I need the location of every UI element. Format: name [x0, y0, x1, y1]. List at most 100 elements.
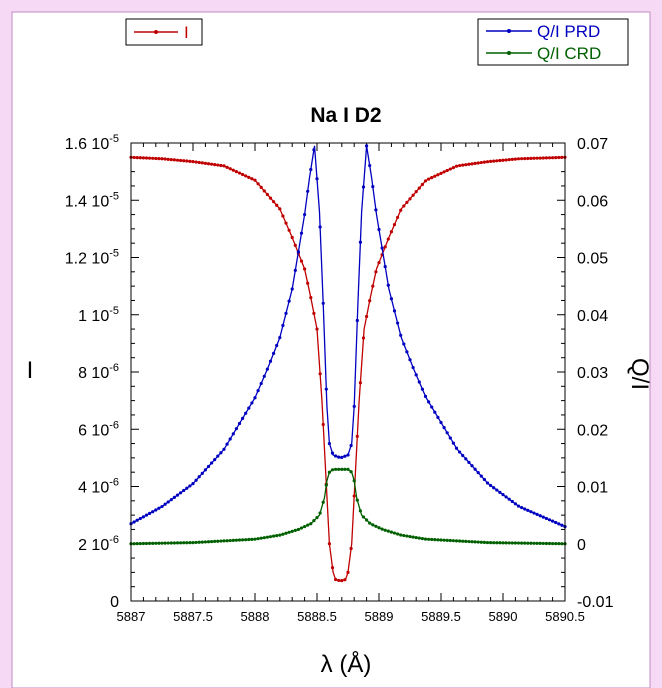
series-marker-i	[489, 159, 493, 163]
series-marker-q-i-crd	[160, 541, 164, 545]
series-marker-i	[175, 158, 180, 162]
series-marker-i	[151, 156, 155, 160]
series-marker-i	[169, 158, 173, 162]
series-marker-q-i-crd	[414, 535, 418, 540]
series-marker-q-i-prd	[377, 227, 381, 232]
series-marker-q-i-prd	[489, 483, 493, 488]
series-marker-q-i-crd	[321, 500, 325, 504]
series-marker-q-i-crd	[448, 538, 452, 543]
series-marker-q-i-prd	[154, 508, 158, 512]
series-marker-q-i-crd	[334, 467, 338, 471]
series-marker-i	[399, 208, 403, 212]
series-marker-q-i-prd	[396, 321, 400, 325]
series-marker-i	[560, 155, 564, 160]
series-marker-i	[470, 162, 474, 166]
series-marker-i	[299, 259, 304, 263]
x-tick-label: 5888.5	[297, 609, 337, 624]
series-marker-i	[222, 164, 226, 168]
series-marker-q-i-prd	[433, 410, 437, 414]
series-marker-q-i-crd	[343, 467, 347, 471]
series-marker-i	[206, 162, 211, 166]
series-marker-q-i-crd	[402, 533, 406, 538]
series-marker-q-i-prd	[371, 185, 375, 189]
series-marker-q-i-prd	[560, 523, 564, 527]
series-marker-i	[482, 160, 486, 164]
series-marker-q-i-crd	[442, 538, 446, 542]
series-marker-i	[414, 190, 418, 194]
series-marker-q-i-crd	[346, 467, 350, 471]
series-marker-q-i-crd	[210, 539, 214, 544]
series-marker-q-i-crd	[172, 541, 176, 545]
series-marker-i	[420, 182, 424, 187]
series-marker-q-i-crd	[532, 541, 536, 545]
y-right-tick-label: 0.06	[577, 193, 608, 210]
series-marker-i	[501, 158, 505, 162]
series-marker-i	[213, 163, 217, 167]
series-marker-i	[188, 159, 192, 163]
series-marker-i	[247, 175, 251, 179]
series-marker-q-i-prd	[352, 404, 356, 408]
series-marker-q-i-prd	[408, 358, 412, 362]
series-marker-i	[197, 160, 201, 165]
series-marker-i	[337, 578, 341, 583]
series-marker-i	[507, 158, 511, 162]
series-marker-i	[154, 156, 158, 161]
series-marker-q-i-prd	[216, 454, 220, 458]
series-marker-i	[423, 179, 428, 183]
series-marker-i	[554, 156, 558, 160]
series-marker-q-i-crd	[188, 541, 192, 545]
series-marker-q-i-prd	[172, 495, 176, 499]
series-marker-q-i-prd	[213, 457, 217, 462]
x-tick-label: 5890.5	[545, 609, 585, 624]
series-marker-q-i-prd	[442, 426, 446, 430]
series-marker-q-i-prd	[237, 421, 242, 426]
series-marker-i	[529, 156, 533, 160]
y-left-tick-label: 6 10-6	[78, 419, 119, 439]
series-marker-i	[185, 159, 189, 163]
series-marker-q-i-crd	[510, 541, 514, 545]
series-marker-i	[461, 163, 465, 167]
series-marker-q-i-prd	[327, 441, 331, 446]
series-marker-q-i-prd	[228, 437, 232, 441]
series-marker-q-i-crd	[284, 531, 288, 535]
y-left-tick-label: 8 10-6	[78, 362, 119, 382]
series-marker-q-i-crd	[318, 511, 322, 515]
series-marker-i	[396, 215, 400, 220]
series-marker-q-i-prd	[268, 359, 273, 363]
series-marker-q-i-crd	[157, 541, 161, 545]
series-marker-q-i-crd	[551, 541, 555, 546]
series-marker-i	[241, 172, 245, 177]
series-marker-q-i-crd	[389, 530, 393, 534]
series-marker-q-i-prd	[520, 506, 524, 510]
series-marker-q-i-crd	[272, 534, 276, 538]
series-marker-q-i-crd	[458, 539, 462, 543]
series-marker-i	[141, 156, 145, 160]
series-marker-i	[321, 422, 325, 427]
series-marker-q-i-prd	[420, 387, 424, 391]
y-left-tick-label: 4 10-6	[78, 477, 119, 497]
y-left-tick-label: 1 10-5	[78, 305, 119, 325]
series-marker-i	[284, 221, 288, 225]
series-marker-i	[535, 156, 539, 160]
series-marker-q-i-prd	[321, 301, 325, 305]
series-marker-q-i-prd	[250, 401, 254, 405]
series-marker-q-i-prd	[296, 250, 300, 254]
series-marker-q-i-prd	[523, 507, 527, 511]
series-marker-q-i-prd	[144, 513, 149, 517]
series-marker-i	[275, 203, 279, 207]
legend-label-i: I	[184, 23, 189, 42]
series-marker-i	[495, 159, 499, 163]
series-marker-q-i-prd	[358, 240, 362, 244]
series-marker-q-i-crd	[504, 541, 508, 545]
series-marker-i	[433, 174, 437, 178]
series-marker-i	[448, 167, 452, 171]
series-marker-q-i-prd	[179, 491, 183, 495]
series-marker-i	[436, 173, 440, 177]
series-marker-i	[135, 156, 139, 160]
series-marker-q-i-crd	[253, 537, 257, 541]
series-marker-q-i-crd	[231, 538, 235, 542]
series-marker-q-i-prd	[436, 415, 440, 419]
y-right-tick-label: 0.05	[577, 251, 608, 268]
series-marker-i	[231, 168, 235, 172]
series-marker-q-i-crd	[498, 541, 502, 545]
